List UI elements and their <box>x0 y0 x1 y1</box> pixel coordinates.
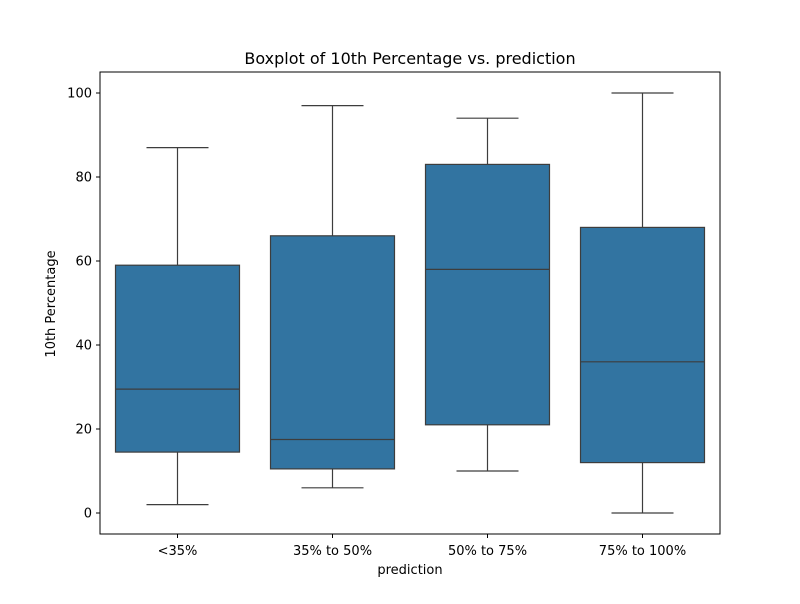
box-2 <box>424 163 551 426</box>
x-tick-label: <35% <box>158 544 198 559</box>
x-tick-label: 35% to 50% <box>293 544 372 559</box>
y-tick-label: 80 <box>75 171 92 186</box>
y-axis-label: 10th Percentage <box>44 250 59 357</box>
box-3 <box>579 226 706 464</box>
y-tick-label: 40 <box>75 339 92 354</box>
y-tick-label: 100 <box>67 87 92 102</box>
plot-frame <box>99 71 721 535</box>
box-1 <box>269 235 396 470</box>
x-tick-label: 50% to 75% <box>448 544 527 559</box>
x-axis-label: prediction <box>377 563 442 578</box>
plot-area: <35% 35% to 50% 50% to 75% 75% to 100% 0 20 40… <box>67 71 721 559</box>
x-tick-label: 75% to 100% <box>599 544 686 559</box>
y-tick-label: 60 <box>75 255 92 270</box>
y-tick-label: 0 <box>84 507 92 522</box>
y-tick-label: 20 <box>75 423 92 438</box>
chart-title: Boxplot of 10th Percentage vs. predictio… <box>244 49 575 68</box>
box-0 <box>114 264 241 453</box>
